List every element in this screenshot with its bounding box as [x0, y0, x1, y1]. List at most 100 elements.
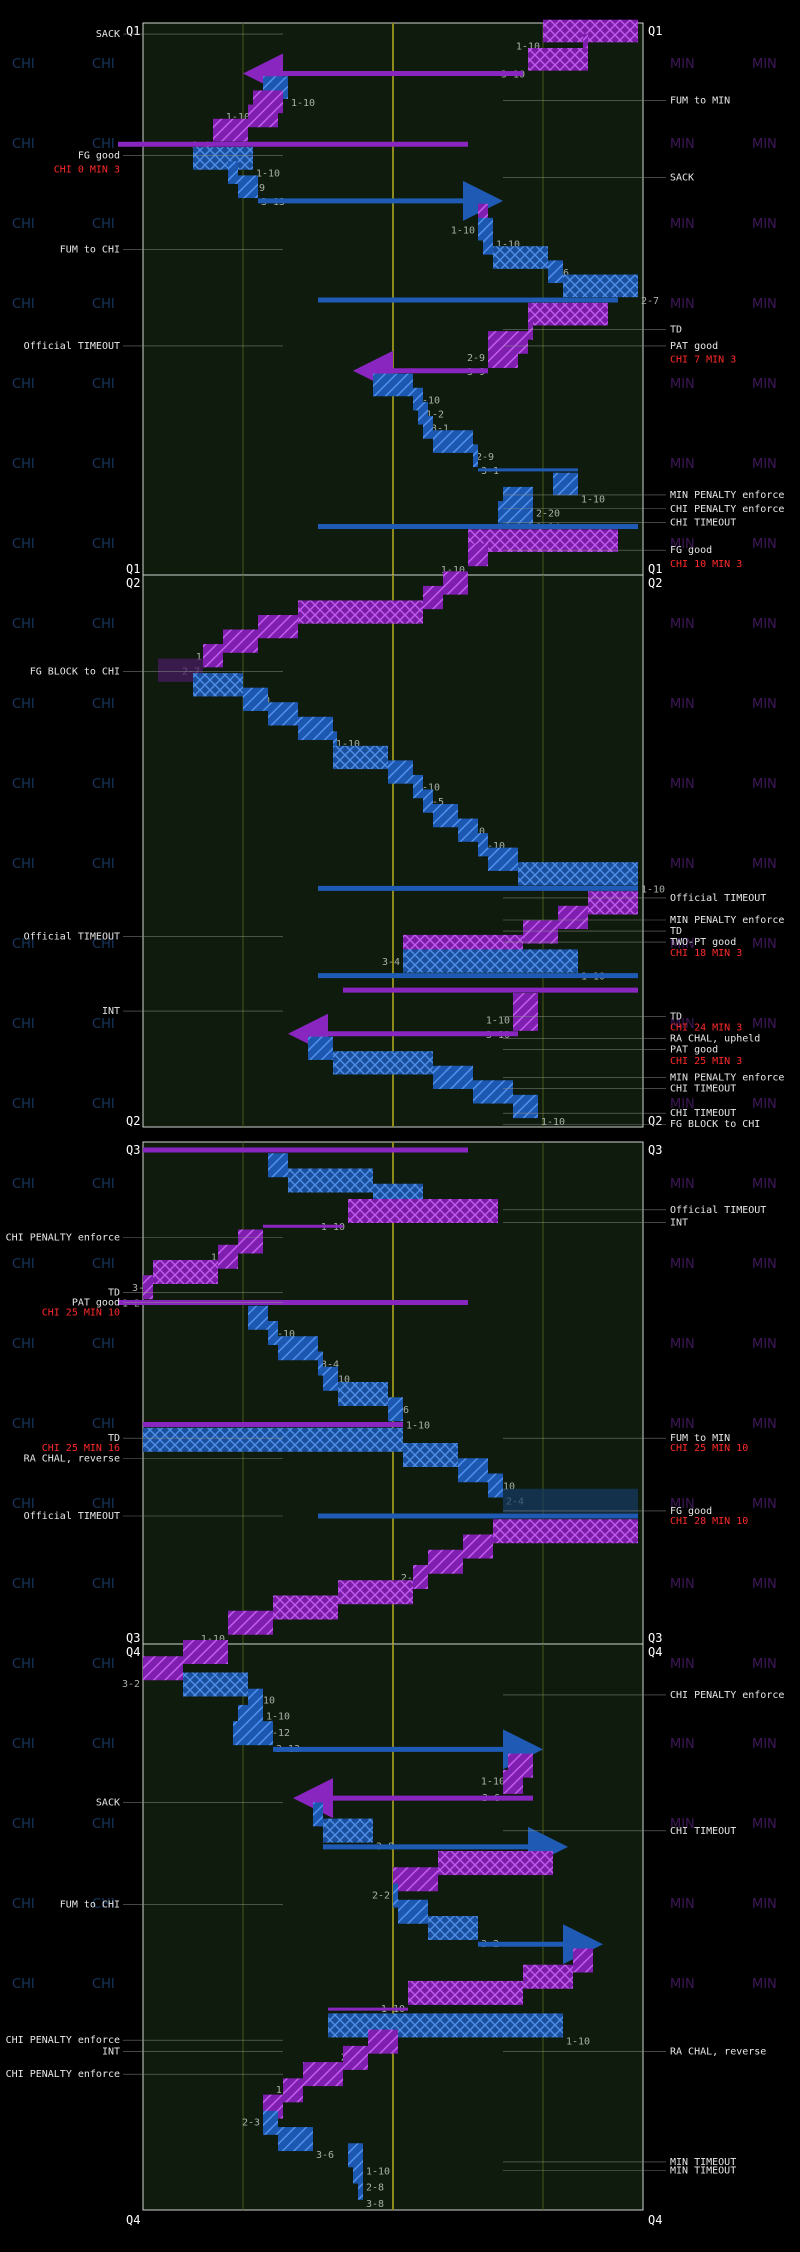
play-bar — [238, 1229, 263, 1254]
event-label: INT — [670, 1217, 688, 1228]
watermark-chi: CHI — [92, 217, 115, 232]
play-bar — [423, 789, 433, 813]
event-label: PAT good — [670, 341, 718, 352]
watermark-chi: CHI — [12, 1577, 35, 1592]
play-bar — [523, 920, 558, 944]
score-label: CHI 10 MIN 3 — [670, 559, 742, 570]
play-label: 1-10 — [641, 884, 665, 895]
play-bar — [518, 862, 638, 886]
watermark-min: MIN — [752, 1737, 777, 1752]
event-label: CHI PENALTY enforce — [670, 1690, 784, 1701]
watermark-chi: CHI — [92, 297, 115, 312]
event-label: INT — [102, 2047, 120, 2058]
play-label: 1-10 — [336, 739, 360, 750]
event-label: MIN PENALTY enforce — [670, 915, 784, 926]
play-bar — [238, 175, 258, 199]
play-bar — [278, 2127, 313, 2152]
play-bar — [338, 1382, 388, 1406]
event-label: SACK — [96, 1797, 120, 1808]
play-bar — [303, 2062, 343, 2087]
event-label: CHI PENALTY enforce — [6, 2035, 120, 2046]
play-label: 1-10 — [441, 565, 465, 576]
play-bar — [413, 774, 423, 799]
play-bar — [278, 1336, 318, 1361]
watermark-min: MIN — [670, 1977, 695, 1992]
play-label: 1-10 — [251, 1695, 275, 1706]
event-label: TD — [670, 324, 682, 335]
play-label: 1-10 — [416, 783, 440, 794]
play-bar — [473, 1080, 513, 1104]
play-bar — [333, 731, 337, 755]
watermark-min: MIN — [670, 1017, 695, 1032]
score-label: CHI 25 MIN 3 — [670, 1056, 742, 1067]
watermark-min: MIN — [752, 217, 777, 232]
event-label: Official TIMEOUT — [24, 932, 120, 943]
watermark-min: MIN — [670, 1737, 695, 1752]
watermark-chi: CHI — [92, 537, 115, 552]
watermark-min: MIN — [670, 1497, 695, 1512]
play-bar — [368, 2029, 398, 2054]
watermark-min: MIN — [752, 1337, 777, 1352]
watermark-chi: CHI — [92, 697, 115, 712]
play-bar — [268, 702, 298, 726]
play-bar — [283, 2078, 303, 2103]
event-label: Official TIMEOUT — [670, 1205, 766, 1216]
watermark-chi: CHI — [92, 377, 115, 392]
play-bar — [153, 1260, 218, 1284]
play-bar — [323, 1366, 338, 1391]
watermark-min: MIN — [752, 1817, 777, 1832]
watermark-chi: CHI — [12, 537, 35, 552]
watermark-chi: CHI — [92, 457, 115, 472]
event-label: RA CHAL, upheld — [670, 1034, 760, 1045]
play-bar — [458, 1458, 488, 1483]
score-label: CHI 25 MIN 16 — [42, 1443, 120, 1454]
watermark-min: MIN — [670, 777, 695, 792]
watermark-chi: CHI — [12, 297, 35, 312]
play-bar — [373, 373, 413, 397]
play-label: 1-10 — [481, 1777, 505, 1788]
play-bar — [468, 543, 488, 567]
event-label: FG good — [670, 545, 712, 556]
play-bar — [143, 1275, 153, 1300]
watermark-min: MIN — [670, 1177, 695, 1192]
watermark-chi: CHI — [12, 1177, 35, 1192]
play-bar — [333, 1051, 433, 1075]
annotations-layer: SACK FUM to MIN FG good CHI 0 MIN 3 SACK FUM … — [6, 29, 785, 2176]
watermark-chi: CHI — [12, 1337, 35, 1352]
play-label: 3-1 — [481, 466, 499, 477]
team-watermarks: CHI CHI MIN MIN CHI CHI MIN MIN CHI CHI MIN MIN CHI C… — [12, 57, 777, 1992]
event-label: MIN PENALTY enforce — [670, 1072, 784, 1083]
watermark-chi: CHI — [12, 1497, 35, 1512]
event-label: CHI TIMEOUT — [670, 1108, 736, 1119]
event-label: FG BLOCK to CHI — [670, 1119, 760, 1130]
watermark-chi: CHI — [12, 1977, 35, 1992]
play-bar — [433, 804, 458, 828]
watermark-min: MIN — [752, 57, 777, 72]
play-label: 1-10 — [201, 1634, 225, 1645]
watermark-min: MIN — [752, 377, 777, 392]
watermark-min: MIN — [670, 377, 695, 392]
watermark-chi: CHI — [92, 1657, 115, 1672]
play-label: 2-9 — [467, 353, 485, 364]
play-label: 1-10 — [486, 1015, 510, 1026]
event-label: INT — [102, 1006, 120, 1017]
play-bar — [543, 19, 638, 43]
watermark-chi: CHI — [12, 617, 35, 632]
play-bar — [493, 246, 548, 269]
watermark-chi: CHI — [12, 1097, 35, 1112]
play-bar — [463, 1534, 493, 1559]
quarter-end-label: Q1 — [126, 562, 140, 576]
play-label: 3-4 — [382, 957, 400, 968]
watermark-chi: CHI — [12, 1657, 35, 1672]
watermark-min: MIN — [670, 457, 695, 472]
play-bar — [553, 472, 578, 496]
event-label: CHI PENALTY enforce — [6, 1232, 120, 1243]
watermark-min: MIN — [670, 1817, 695, 1832]
watermark-min: MIN — [670, 1897, 695, 1912]
watermark-min: MIN — [670, 1097, 695, 1112]
event-label: TWO-PT good — [670, 937, 736, 948]
score-label: CHI 25 MIN 10 — [42, 1308, 120, 1319]
watermark-min: MIN — [670, 1657, 695, 1672]
watermark-min: MIN — [752, 457, 777, 472]
